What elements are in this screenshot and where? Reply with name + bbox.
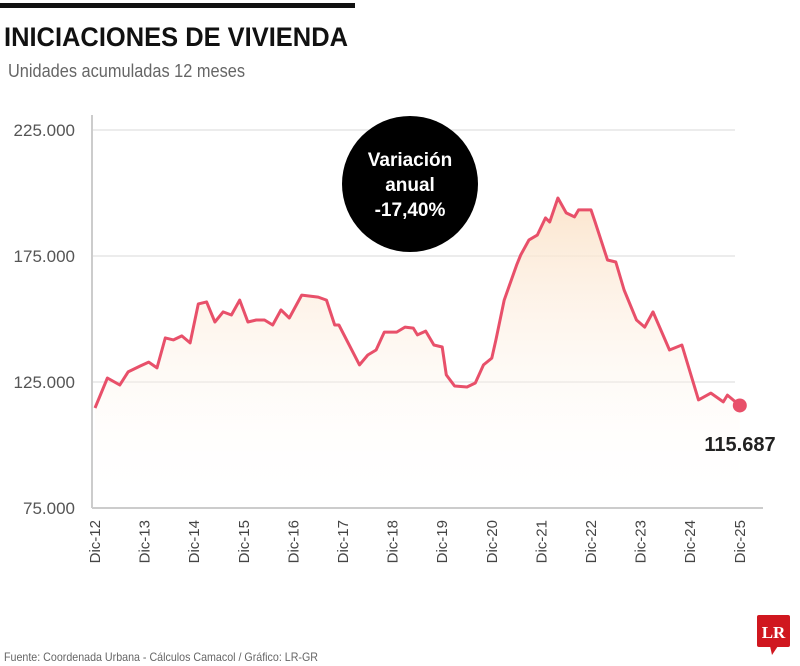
chart-subtitle: Unidades acumuladas 12 meses <box>8 61 245 81</box>
x-tick-label: Dic-20 <box>484 520 501 563</box>
x-tick-label: Dic-17 <box>335 520 352 563</box>
last-value-label: 115.687 <box>704 434 775 456</box>
y-tick-label: 75.000 <box>23 499 75 518</box>
x-tick-label: Dic-22 <box>583 520 600 563</box>
x-tick-label: Dic-21 <box>533 520 550 563</box>
x-tick-label: Dic-15 <box>236 520 253 563</box>
x-tick-label: Dic-16 <box>285 520 302 563</box>
bubble-circle <box>342 116 478 252</box>
chart-title: INICIACIONES DE VIVIENDA <box>4 22 348 52</box>
logo-tail <box>770 646 778 655</box>
bubble-line-1: Variación <box>368 150 453 171</box>
top-rule <box>0 3 355 8</box>
y-tick-label: 175.000 <box>14 247 75 266</box>
series-area <box>95 198 740 508</box>
logo-box <box>757 615 790 647</box>
x-tick-label: Dic-23 <box>633 520 650 563</box>
x-axis-ticks: Dic-12 Dic-13 Dic-14 Dic-15 Dic-16 Dic-17 Dic-… <box>87 520 749 563</box>
y-tick-label: 225.000 <box>14 121 75 140</box>
x-tick-label: Dic-14 <box>186 520 203 563</box>
series-line <box>93 196 741 409</box>
series-points <box>94 197 740 409</box>
x-tick-label: Dic-12 <box>87 520 104 563</box>
x-tick-label: Dic-18 <box>385 520 402 563</box>
x-tick-label: Dic-24 <box>682 520 699 563</box>
last-value-marker <box>732 398 747 413</box>
logo-text: LR <box>762 623 786 642</box>
source-footer: Fuente: Coordenada Urbana - Cálculos Cam… <box>4 650 318 664</box>
y-axis-ticks: 75.000 125.000 175.000 225.000 <box>14 121 75 518</box>
x-tick-label: Dic-19 <box>434 520 451 563</box>
y-tick-label: 125.000 <box>14 373 75 392</box>
bubble-line-2: anual <box>385 175 435 196</box>
annual-variation-bubble: Variación anual -17,40% <box>342 116 478 252</box>
x-tick-label: Dic-13 <box>137 520 154 563</box>
lr-logo: LR <box>757 615 790 655</box>
bubble-line-3: -17,40% <box>375 200 446 221</box>
x-tick-label: Dic-25 <box>732 520 749 563</box>
